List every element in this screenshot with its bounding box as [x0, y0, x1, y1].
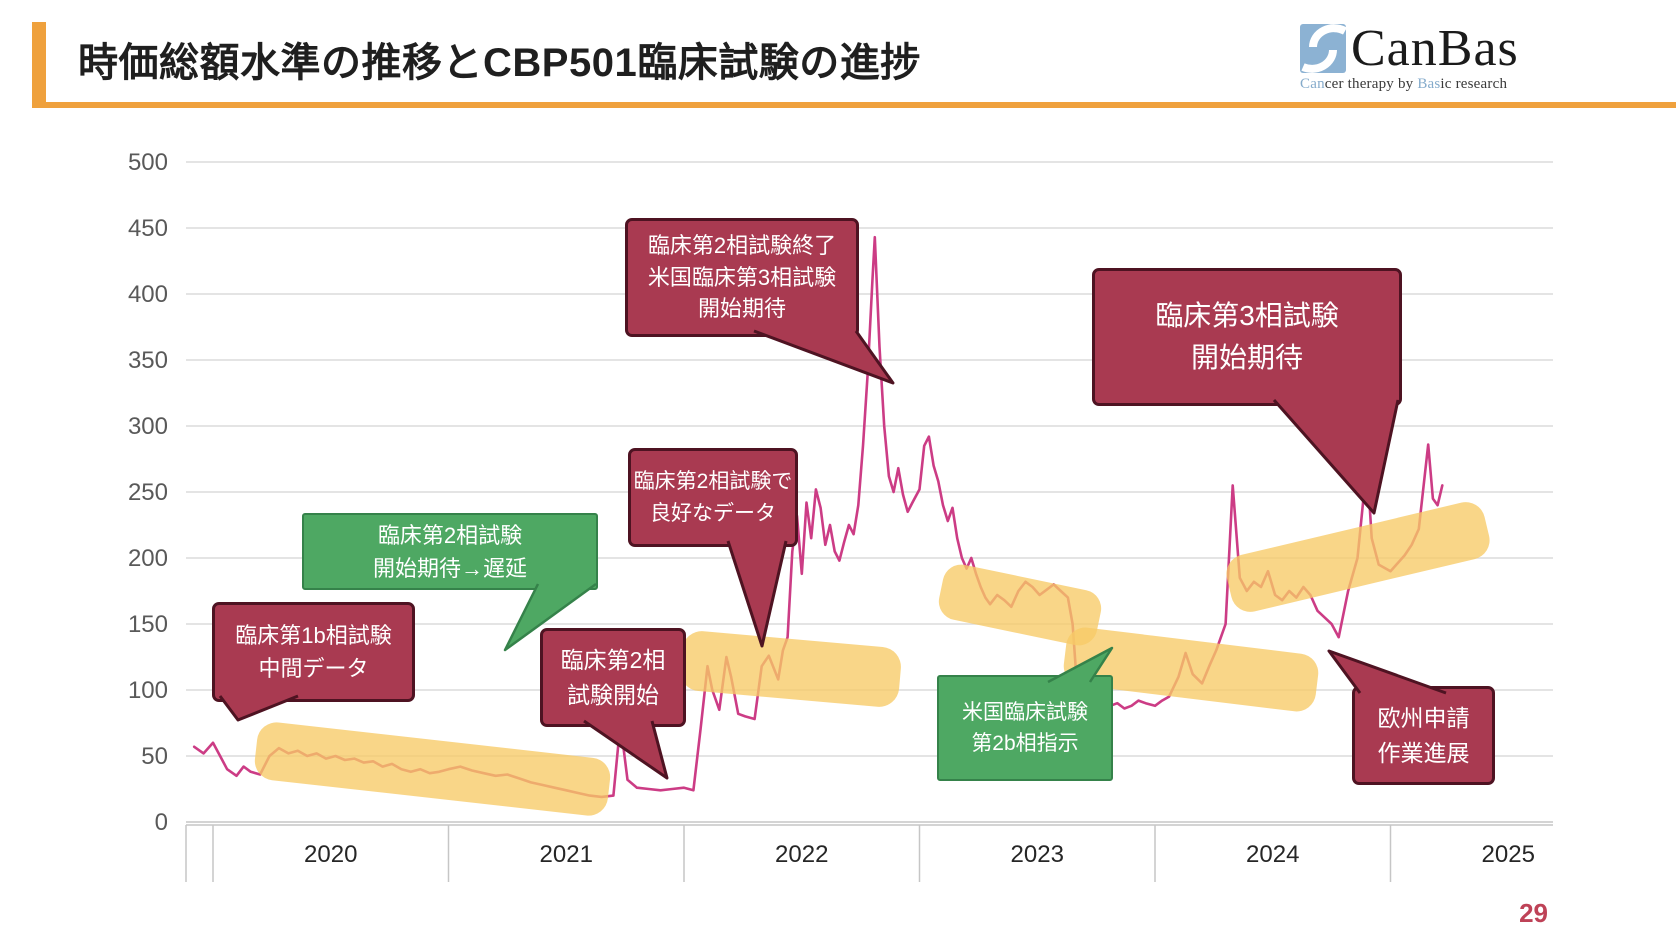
y-tick-label: 300 — [128, 413, 168, 440]
logo-company-name: CanBas — [1351, 20, 1519, 77]
y-tick-label: 250 — [128, 479, 168, 506]
y-tick-label: 350 — [128, 347, 168, 374]
gridlines — [186, 161, 1553, 823]
x-tick-label: 2023 — [1011, 841, 1064, 868]
callout-phase2-expect-delay: 臨床第2相試験 開始期待→遅延 — [302, 513, 598, 590]
callout-us-phase2b: 米国臨床試験 第2b相指示 — [937, 675, 1113, 781]
x-tick-label: 2020 — [304, 841, 357, 868]
highlight-band — [1063, 627, 1319, 712]
y-tick-label: 100 — [128, 677, 168, 704]
x-tick-label: 2021 — [540, 841, 593, 868]
callout-phase2-good-data: 臨床第2相試験で 良好なデータ — [628, 448, 798, 547]
callout-phase3-expect: 臨床第3相試験 開始期待 — [1092, 268, 1402, 406]
title-accent-bar — [32, 22, 46, 102]
title-underline-rule — [32, 102, 1676, 108]
x-tick-label: 2022 — [775, 841, 828, 868]
y-tick-label: 400 — [128, 281, 168, 308]
page-number: 29 — [1519, 898, 1548, 928]
x-axis — [185, 824, 1553, 882]
logo-tagline: Cancer therapy by Basic research — [1300, 76, 1508, 92]
x-tick-label: 2025 — [1482, 841, 1535, 868]
y-tick-label: 450 — [128, 215, 168, 242]
y-tick-label: 500 — [128, 149, 168, 176]
y-tick-labels: 0 50 100 150 200 250 300 350 400 450 500 — [128, 149, 168, 836]
highlight-band — [938, 564, 1102, 646]
highlight-band — [254, 722, 611, 816]
callout-phase2-end-phase3-expect: 臨床第2相試験終了 米国臨床第3相試験 開始期待 — [625, 218, 859, 337]
callout-eu-filing: 欧州申請 作業進展 — [1352, 686, 1495, 785]
y-tick-label: 0 — [155, 809, 168, 836]
canbas-logo: CanBas Cancer therapy by Basic research — [1300, 20, 1528, 93]
y-tick-label: 150 — [128, 611, 168, 638]
canbas-logo-icon — [1300, 24, 1346, 73]
slide-title: 時価総額水準の推移とCBP501臨床試験の進捗 — [78, 41, 921, 85]
y-tick-label: 200 — [128, 545, 168, 572]
callout-phase2-start: 臨床第2相 試験開始 — [540, 628, 686, 727]
callout-phase1b-interim: 臨床第1b相試験 中間データ — [212, 602, 415, 702]
x-tick-labels: 2020 2021 2022 2023 2024 2025 — [304, 841, 1535, 868]
highlight-bands — [254, 502, 1490, 816]
x-tick-label: 2024 — [1246, 841, 1299, 868]
highlight-band — [680, 631, 901, 707]
y-tick-label: 50 — [141, 743, 168, 770]
highlight-band — [1226, 502, 1490, 612]
